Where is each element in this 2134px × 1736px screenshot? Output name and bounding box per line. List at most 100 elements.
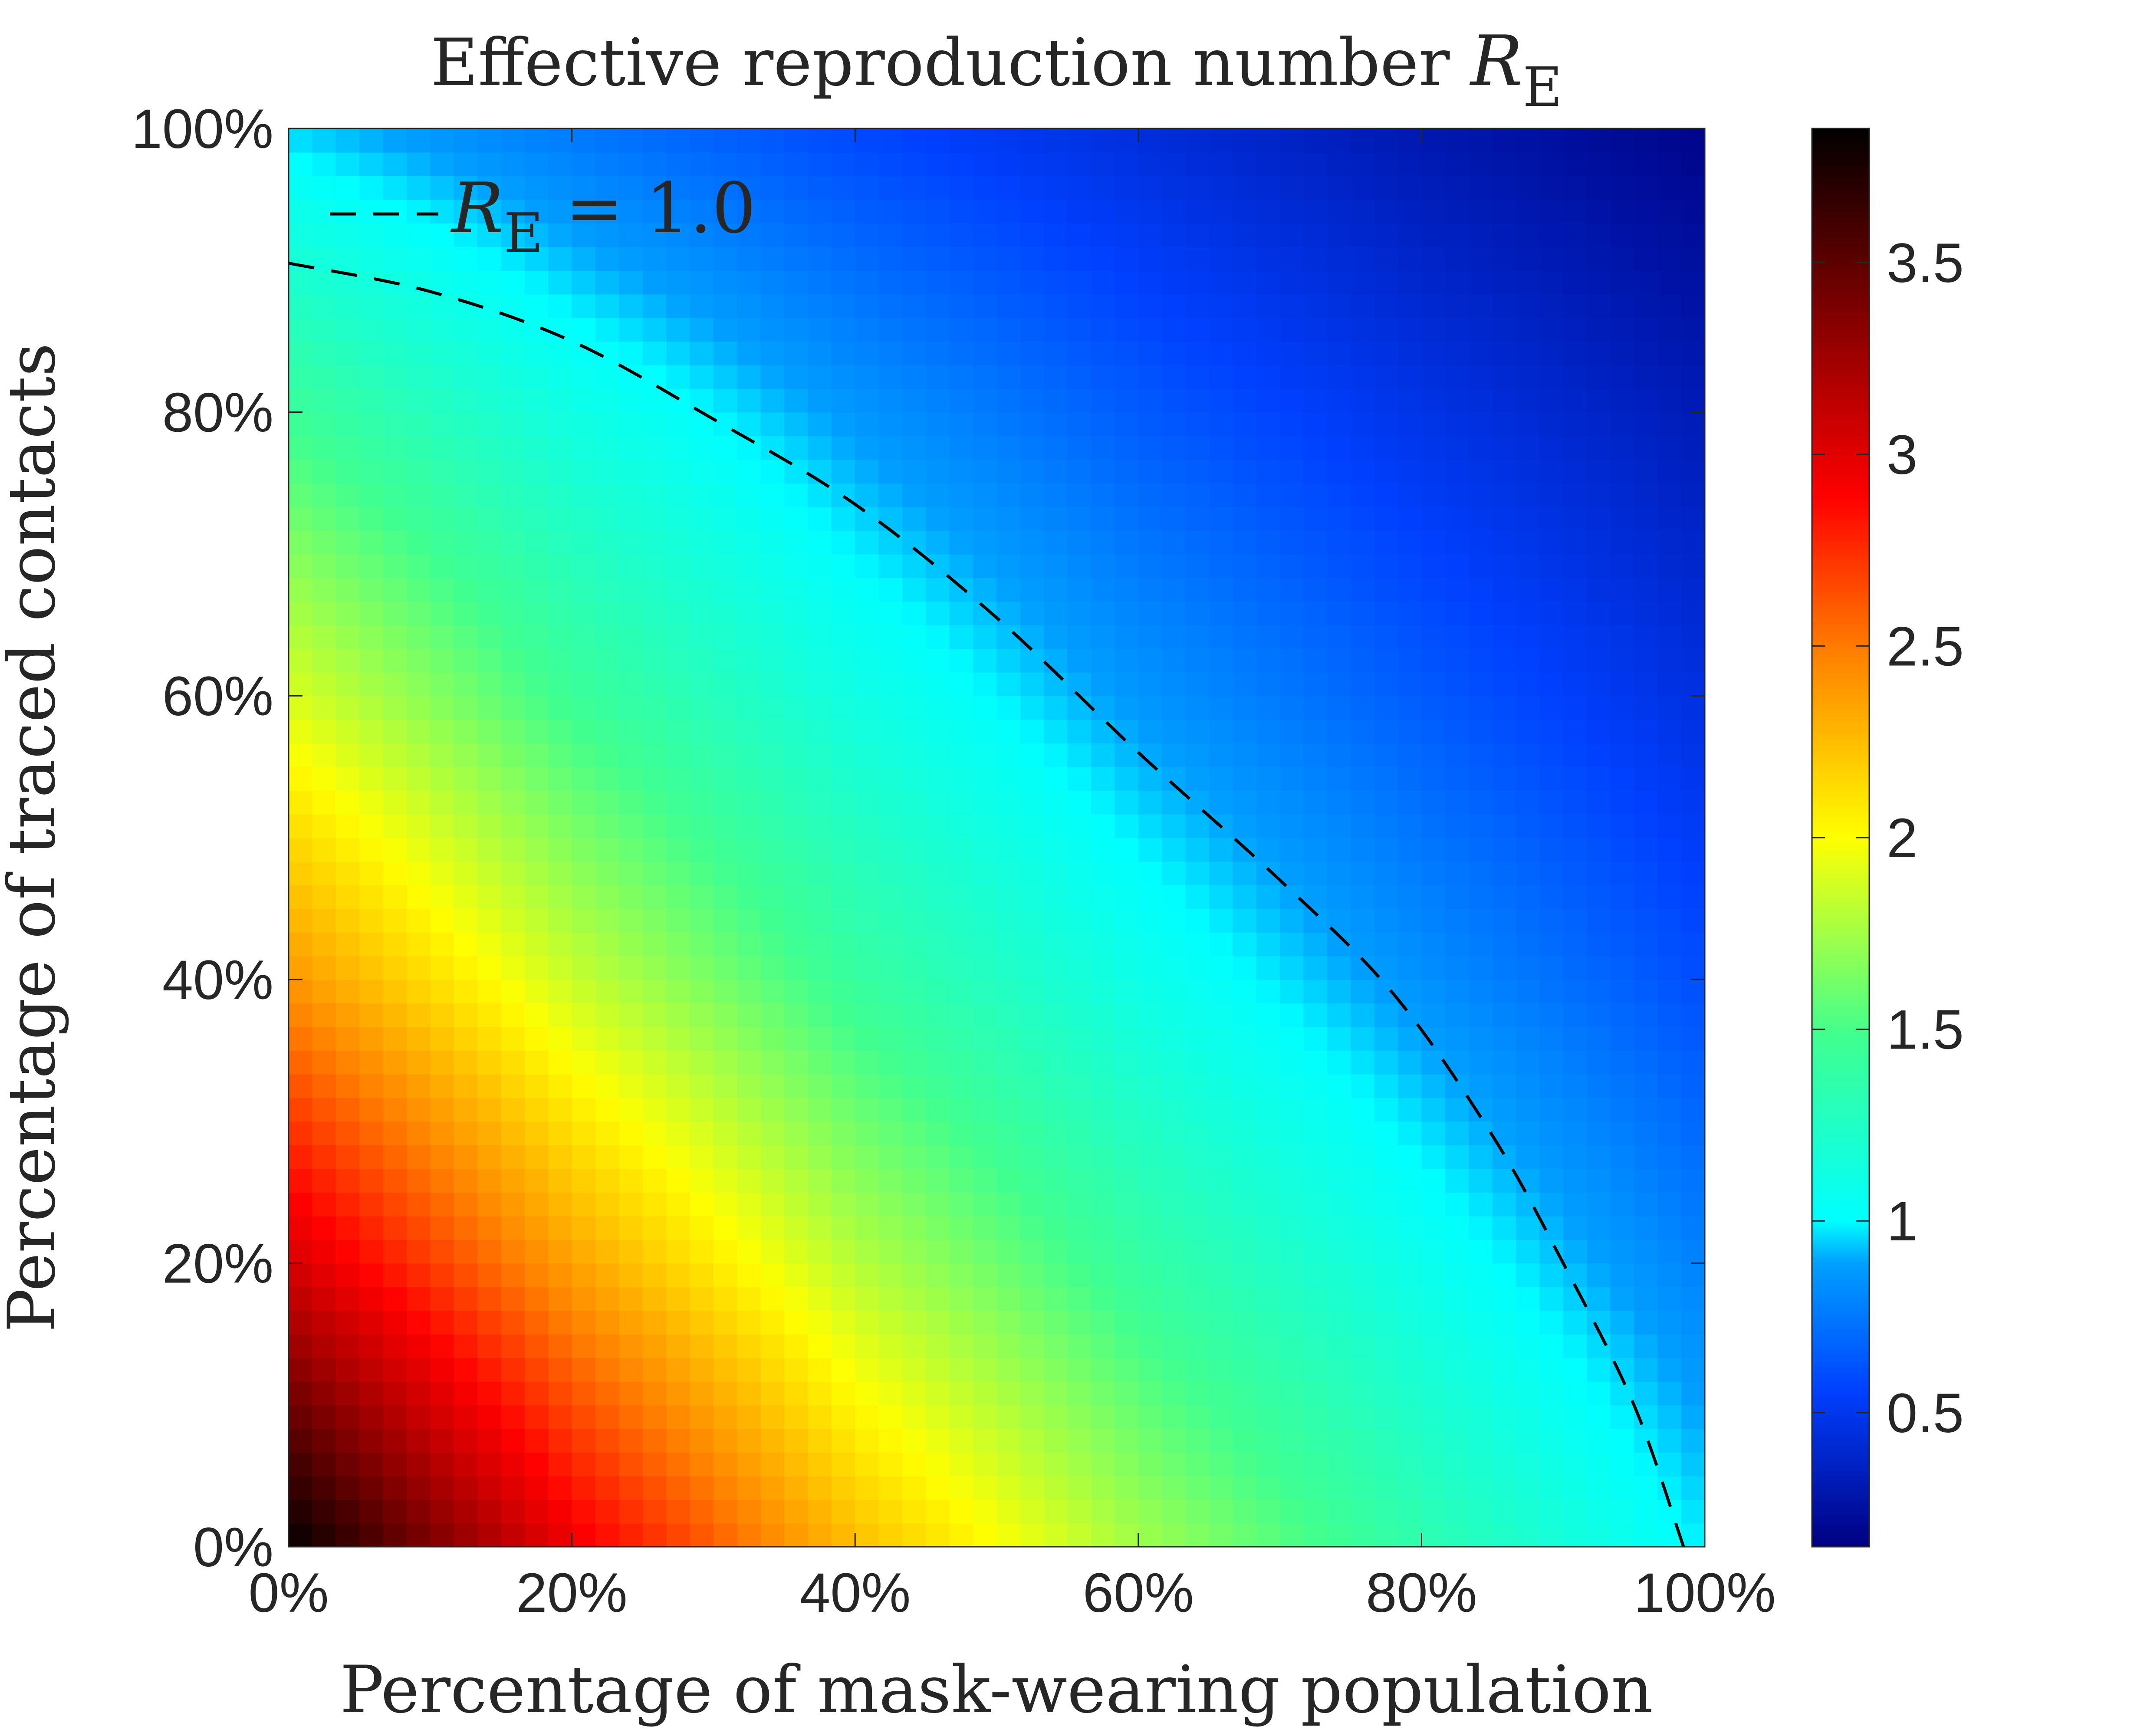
heatmap-cell — [1657, 223, 1682, 247]
heatmap-cell — [666, 979, 691, 1004]
heatmap-cell — [1469, 1074, 1493, 1098]
heatmap-cell — [524, 861, 549, 885]
heatmap-cell — [666, 766, 691, 791]
heatmap-cell — [335, 743, 360, 767]
heatmap-cell — [1610, 483, 1634, 507]
heatmap-cell — [1256, 884, 1281, 909]
heatmap-cell — [973, 483, 997, 507]
heatmap-cell — [1681, 1239, 1705, 1264]
heatmap-cell — [595, 1168, 620, 1193]
heatmap-cell — [1209, 270, 1233, 295]
heatmap-cell — [1563, 175, 1588, 200]
heatmap-cell — [1374, 672, 1399, 697]
heatmap-cell — [737, 1098, 761, 1122]
heatmap-cell — [1351, 175, 1375, 200]
heatmap-cell — [1256, 270, 1281, 295]
heatmap-cell — [335, 908, 360, 933]
heatmap-cell — [831, 1523, 856, 1547]
heatmap-cell — [312, 365, 336, 389]
heatmap-cell — [1539, 814, 1564, 838]
heatmap-cell — [1303, 459, 1328, 483]
heatmap-cell — [289, 908, 313, 933]
heatmap-cell — [406, 696, 431, 720]
heatmap-cell — [1492, 388, 1516, 413]
heatmap-cell — [1280, 506, 1304, 531]
heatmap-cell — [1185, 601, 1210, 625]
heatmap-cell — [1374, 1452, 1399, 1476]
heatmap-cell — [784, 1216, 809, 1240]
heatmap-cell — [642, 719, 667, 744]
heatmap-cell — [1657, 1121, 1682, 1146]
heatmap-cell — [784, 814, 809, 838]
heatmap-cell — [524, 294, 549, 318]
heatmap-cell — [1351, 1216, 1375, 1240]
heatmap-cell — [312, 1381, 336, 1406]
heatmap-cell — [808, 365, 832, 389]
heatmap-cell — [1492, 838, 1516, 862]
heatmap-cell — [926, 223, 950, 247]
heatmap-cell — [1138, 790, 1163, 815]
heatmap-cell — [1681, 577, 1705, 602]
heatmap-cell — [1233, 247, 1257, 271]
heatmap-cell — [383, 1263, 407, 1287]
heatmap-cell — [1020, 672, 1045, 697]
heatmap-cell — [1657, 365, 1682, 389]
heatmap-cell — [996, 317, 1021, 342]
heatmap-cell — [1233, 1050, 1257, 1075]
heatmap-cell — [1516, 719, 1540, 744]
heatmap-cell — [1044, 884, 1068, 909]
heatmap-cell — [1327, 1239, 1351, 1264]
heatmap-cell — [973, 884, 997, 909]
heatmap-cell — [1421, 884, 1446, 909]
heatmap-cell — [784, 483, 809, 507]
heatmap-cell — [501, 459, 525, 483]
heatmap-cell — [1634, 1499, 1658, 1524]
heatmap-cell — [312, 1310, 336, 1335]
heatmap-cell — [312, 152, 336, 176]
heatmap-cell — [548, 908, 572, 933]
heatmap-cell — [808, 625, 832, 649]
heatmap-cell — [690, 1310, 714, 1335]
heatmap-cell — [1162, 1121, 1186, 1146]
heatmap-cell — [406, 790, 431, 815]
heatmap-cell — [619, 908, 643, 933]
heatmap-cell — [548, 388, 572, 413]
heatmap-cell — [1634, 388, 1658, 413]
heatmap-cell — [1280, 1286, 1304, 1311]
heatmap-cell — [1233, 1003, 1257, 1027]
heatmap-cell — [973, 1499, 997, 1524]
heatmap-cell — [949, 247, 974, 271]
heatmap-cell — [831, 128, 856, 153]
heatmap-cell — [430, 908, 454, 933]
heatmap-cell — [926, 554, 950, 578]
heatmap-cell — [1256, 341, 1281, 365]
heatmap-cell — [1303, 412, 1328, 437]
heatmap-cell — [831, 223, 856, 247]
heatmap-cell — [1563, 861, 1588, 885]
heatmap-cell — [1044, 766, 1068, 791]
heatmap-cell — [1091, 908, 1115, 933]
heatmap-cell — [548, 838, 572, 862]
heatmap-cell — [1162, 152, 1186, 176]
heatmap-cell — [454, 412, 478, 437]
heatmap-cell — [359, 1121, 384, 1146]
heatmap-cell — [595, 128, 620, 153]
heatmap-cell — [808, 814, 832, 838]
heatmap-cell — [1398, 1168, 1422, 1193]
heatmap-cell — [1233, 908, 1257, 933]
heatmap-cell — [642, 459, 667, 483]
heatmap-cell — [784, 128, 809, 153]
heatmap-cell — [1492, 223, 1516, 247]
heatmap-cell — [1445, 577, 1470, 602]
heatmap-cell — [737, 506, 761, 531]
heatmap-cell — [878, 365, 903, 389]
heatmap-cell — [690, 1452, 714, 1476]
heatmap-cell — [1303, 625, 1328, 649]
heatmap-cell — [831, 412, 856, 437]
heatmap-cell — [312, 861, 336, 885]
heatmap-cell — [1115, 530, 1139, 555]
heatmap-cell — [1563, 223, 1588, 247]
heatmap-cell — [690, 554, 714, 578]
heatmap-cell — [1516, 175, 1540, 200]
heatmap-cell — [1115, 1239, 1139, 1264]
